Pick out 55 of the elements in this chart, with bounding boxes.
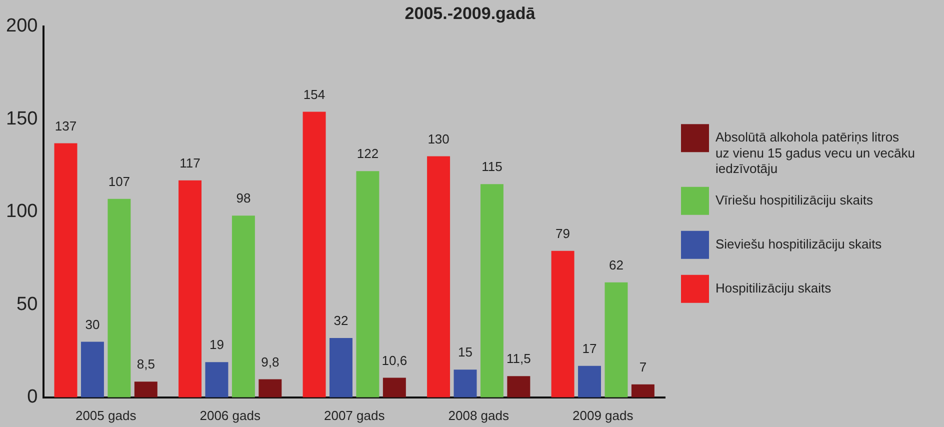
- bar: [507, 376, 530, 398]
- bar: [551, 250, 574, 398]
- bar: [80, 342, 104, 398]
- bar: [134, 382, 158, 398]
- data-label: 62: [608, 257, 624, 272]
- data-label: 17: [582, 340, 597, 356]
- bar: [604, 282, 628, 398]
- data-label: 10,6: [382, 352, 408, 368]
- y-tick-label: 0: [27, 386, 38, 408]
- data-label: 7: [639, 359, 647, 374]
- data-label: 30: [85, 316, 100, 332]
- data-label: 107: [108, 174, 130, 189]
- y-tick-label: 50: [16, 294, 38, 315]
- bar: [302, 112, 326, 398]
- data-label: 19: [210, 337, 224, 352]
- legend-label: Absolūtā alkohola patēriņs litros uz vienu 15 gadus vecu un vecāku iedzīvotāju: [716, 130, 915, 176]
- y-tick-label: 100: [6, 201, 38, 222]
- x-tick-label: 2007 gads: [324, 408, 386, 423]
- bar: [356, 171, 380, 398]
- bar: [427, 156, 450, 398]
- bar: [258, 379, 282, 398]
- data-label: 130: [428, 131, 450, 146]
- bar: [108, 198, 131, 398]
- chart-title: 2005.-2009.gadā: [404, 4, 536, 23]
- data-label: 11,5: [506, 351, 531, 366]
- bar: [382, 378, 406, 398]
- bar: [178, 180, 202, 398]
- data-label: 98: [236, 190, 251, 206]
- bar: [631, 384, 654, 398]
- bar: [454, 370, 477, 398]
- data-label: 15: [458, 344, 472, 360]
- bar: [205, 362, 228, 398]
- data-label: 79: [556, 226, 570, 241]
- bar: [578, 366, 601, 398]
- legend-label: Hospitilizāciju skaits: [716, 280, 832, 296]
- data-label: 115: [482, 159, 502, 174]
- x-tick-label: 2006 gads: [200, 408, 261, 423]
- x-tick-label: 2008 gads: [448, 408, 510, 423]
- bar: [54, 143, 78, 398]
- data-label: 8,5: [136, 356, 155, 372]
- data-label: 117: [180, 155, 200, 170]
- legend-label: Vīriešu hospitilizāciju skaits: [716, 192, 874, 208]
- bar: [232, 216, 255, 398]
- bar: [330, 338, 352, 398]
- data-label: 122: [356, 146, 379, 162]
- y-tick-label: 200: [6, 16, 38, 37]
- x-tick-label: 2005 gads: [75, 408, 137, 423]
- data-label: 9,8: [261, 354, 280, 370]
- x-tick-label: 2009 gads: [572, 408, 634, 423]
- y-tick-label: 150: [6, 108, 38, 130]
- data-label: 154: [303, 86, 326, 102]
- data-label: 32: [334, 313, 348, 328]
- bar: [480, 184, 504, 398]
- data-label: 137: [54, 118, 77, 134]
- legend-label: Sieviešu hospitilizāciju skaits: [716, 236, 882, 252]
